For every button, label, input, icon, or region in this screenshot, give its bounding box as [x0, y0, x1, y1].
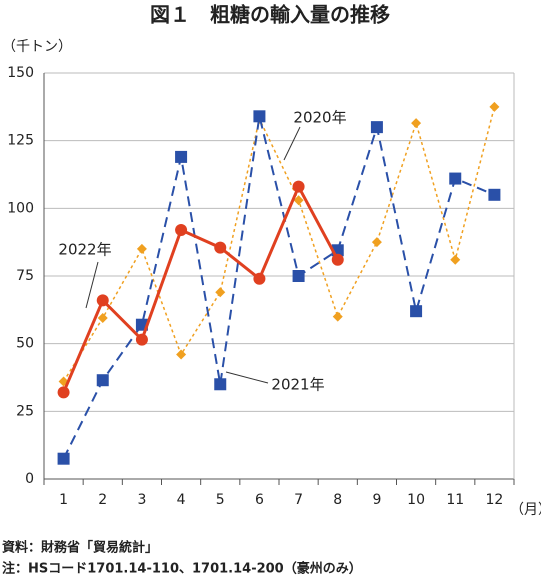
point	[371, 237, 382, 248]
note: 注：HSコード1701.14-110、1701.14-200（豪州のみ）	[2, 561, 362, 577]
x-tick-label: 1	[59, 492, 68, 508]
point	[253, 272, 266, 285]
y-tick-label: 25	[16, 403, 34, 419]
point	[58, 376, 69, 387]
chart-title: 図１ 粗糖の輸入量の推移	[150, 3, 390, 27]
x-tick-label: 6	[255, 492, 264, 508]
point	[176, 349, 187, 360]
series-line	[62, 106, 496, 382]
y-tick-label: 125	[7, 133, 34, 149]
point	[411, 118, 422, 129]
point	[135, 333, 148, 346]
point	[332, 311, 343, 322]
x-tick-label: 3	[137, 492, 146, 508]
point	[489, 101, 500, 112]
leader-line	[283, 126, 301, 161]
series-label: 2021年	[271, 376, 324, 394]
point	[97, 312, 108, 323]
series-line	[62, 183, 340, 393]
series-label: 2022年	[58, 241, 111, 259]
point	[293, 195, 304, 206]
point	[136, 243, 147, 254]
point	[253, 110, 266, 123]
leader-line	[85, 261, 99, 309]
x-axis-label: （月）	[510, 502, 541, 518]
point	[450, 254, 461, 265]
y-axis-label: （千トン）	[2, 39, 72, 55]
point	[96, 374, 109, 387]
point	[96, 294, 109, 307]
point	[410, 305, 423, 318]
note: 資料：財務省「貿易統計」	[2, 540, 158, 556]
y-tick-label: 150	[7, 65, 34, 81]
point	[292, 180, 305, 193]
point	[214, 378, 227, 391]
leader-line	[225, 371, 269, 384]
point	[57, 386, 70, 399]
x-tick-label: 12	[486, 492, 504, 508]
point	[488, 188, 501, 201]
x-tick-label: 9	[372, 492, 381, 508]
x-tick-label: 8	[333, 492, 342, 508]
point	[57, 452, 70, 465]
x-tick-label: 10	[407, 492, 425, 508]
point	[175, 223, 188, 236]
y-tick-label: 0	[25, 471, 34, 487]
point	[370, 121, 383, 134]
point	[292, 270, 305, 282]
series-label: 2020年	[293, 109, 346, 127]
x-tick-label: 4	[177, 492, 186, 508]
point	[449, 172, 462, 185]
point	[175, 150, 188, 163]
x-tick-label: 7	[294, 492, 303, 508]
y-tick-label: 100	[7, 200, 34, 216]
y-tick-label: 50	[16, 336, 34, 352]
x-tick-label: 5	[216, 492, 225, 508]
point	[215, 287, 226, 298]
y-tick-label: 75	[16, 268, 34, 284]
point	[331, 253, 344, 266]
series-line	[62, 116, 495, 460]
x-tick-label: 11	[446, 492, 464, 508]
point	[214, 241, 227, 254]
x-tick-label: 2	[98, 492, 107, 508]
